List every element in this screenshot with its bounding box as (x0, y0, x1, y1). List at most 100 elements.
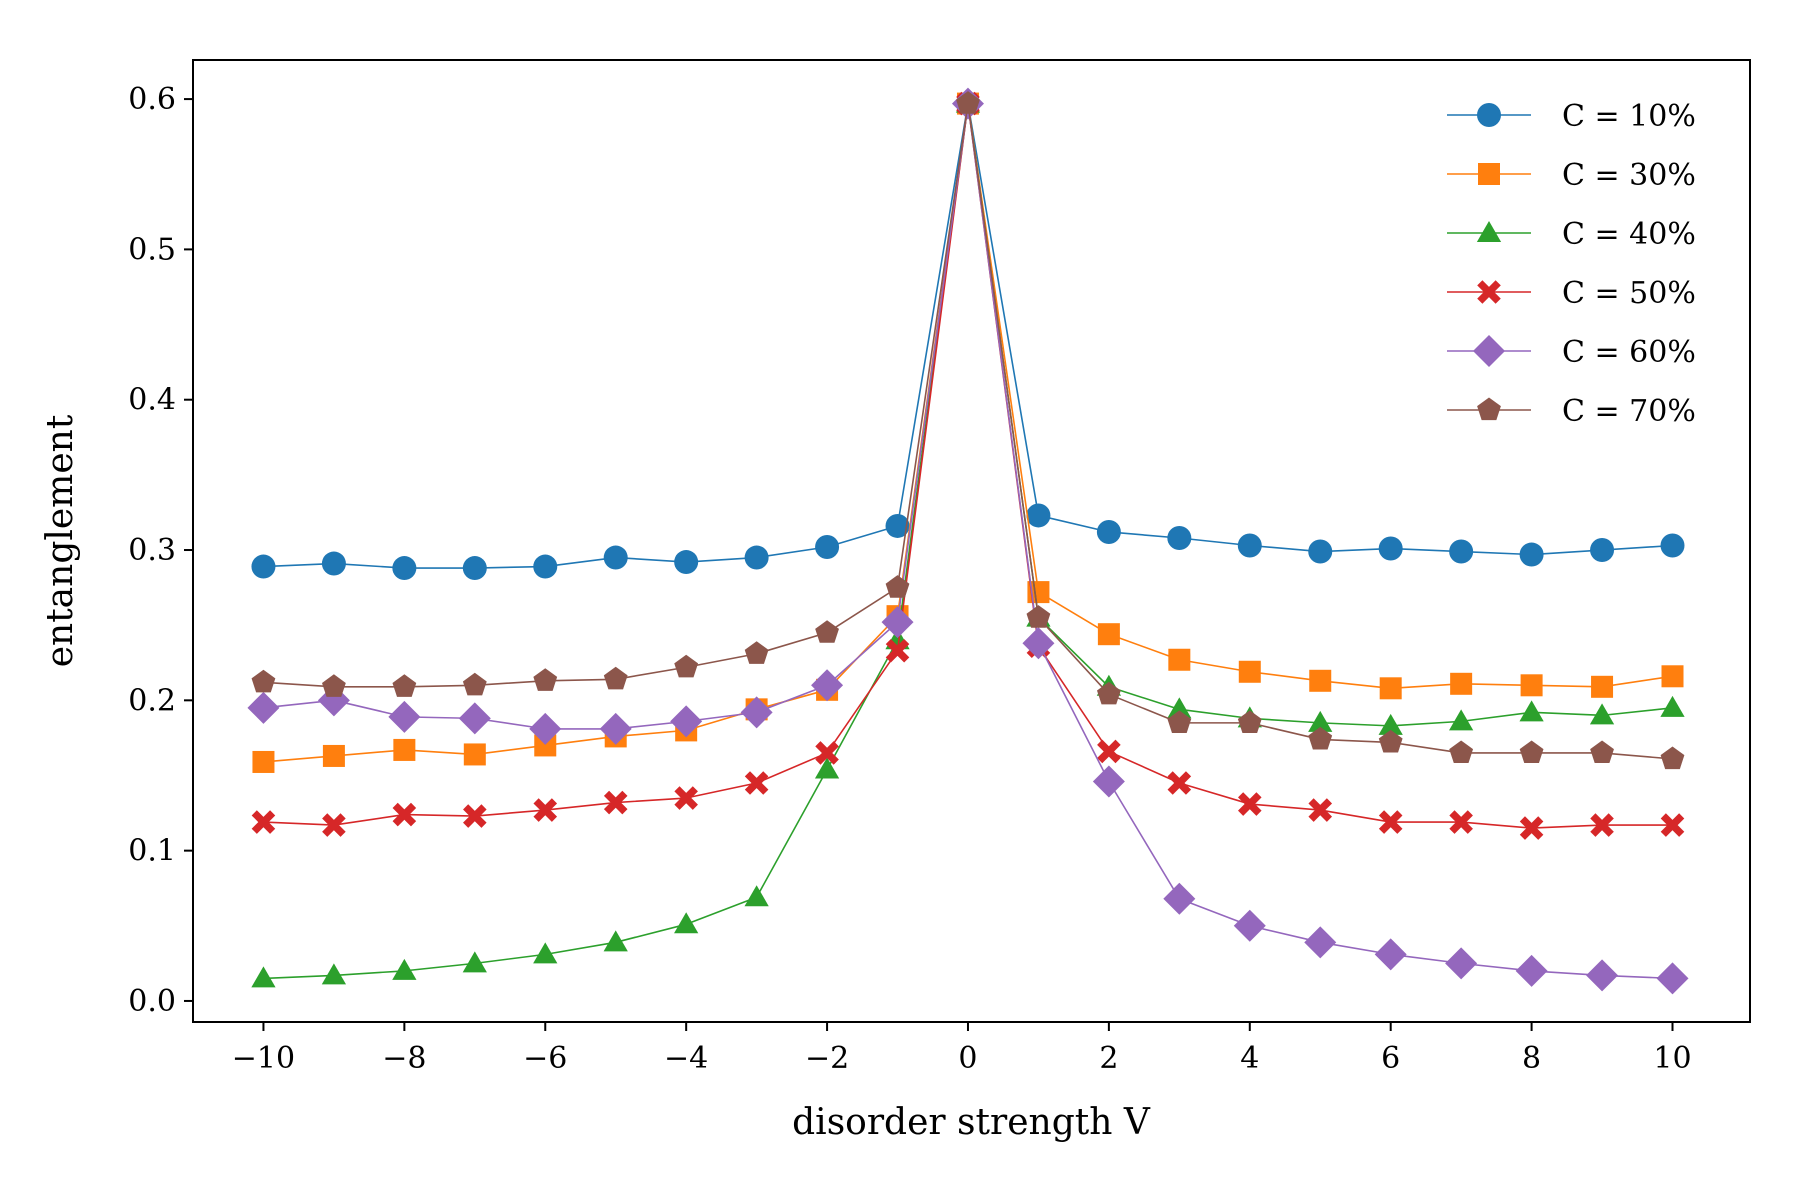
data-point (1660, 813, 1685, 837)
y-tick-label: 0.4 (128, 383, 176, 418)
legend-entry: C = 50% (1447, 276, 1696, 311)
data-point (392, 556, 417, 581)
data-point (1308, 539, 1333, 564)
data-point (1096, 681, 1121, 705)
data-point (885, 575, 910, 598)
data-point (674, 654, 699, 678)
x-tick-label: 10 (1653, 1041, 1691, 1076)
data-point (603, 930, 628, 952)
data-point (533, 798, 558, 822)
data-point (1168, 648, 1191, 671)
data-point (322, 744, 345, 767)
data-point (1591, 675, 1614, 698)
data-point (1515, 954, 1548, 987)
data-point (251, 669, 276, 693)
data-point (815, 535, 840, 560)
data-point (815, 741, 839, 765)
data-point (1097, 739, 1121, 764)
data-point (674, 912, 699, 934)
data-point (1519, 816, 1544, 840)
data-point (1238, 792, 1262, 816)
data-point (251, 554, 276, 579)
data-point (1167, 525, 1192, 550)
legend-marker (1478, 163, 1500, 185)
data-point (814, 757, 840, 779)
data-point (599, 712, 632, 745)
data-point (1167, 771, 1192, 795)
data-point (1378, 713, 1403, 735)
data-point (1449, 740, 1474, 764)
data-point (1096, 519, 1121, 544)
data-point (811, 669, 844, 702)
data-point (388, 700, 421, 733)
data-point (534, 734, 557, 757)
y-axis: 0.0 0.1 0.2 0.3 0.4 0.5 0.6 (128, 82, 193, 1019)
data-point (321, 963, 347, 985)
data-point (1378, 810, 1403, 834)
data-point (740, 696, 773, 729)
x-tick-label: −8 (382, 1041, 426, 1076)
series-line (263, 102, 1673, 763)
y-tick-label: 0.3 (128, 533, 176, 568)
legend-marker (1477, 103, 1501, 127)
data-point (1022, 627, 1055, 660)
y-tick-label: 0.0 (128, 984, 176, 1019)
data-point (1519, 700, 1544, 722)
data-point (881, 606, 914, 639)
data-point (533, 942, 558, 964)
data-point (1097, 623, 1120, 646)
data-point (1519, 740, 1544, 764)
y-tick-label: 0.2 (128, 683, 176, 718)
x-tick-label: −4 (664, 1041, 708, 1076)
data-point (1238, 660, 1261, 683)
legend-marker (1477, 280, 1501, 304)
data-point (533, 554, 558, 579)
data-point (815, 620, 839, 643)
data-point (1167, 697, 1192, 719)
legend-label: C = 40% (1562, 217, 1696, 252)
data-point (1656, 962, 1689, 995)
data-point (1590, 538, 1615, 563)
data-point (1519, 542, 1544, 567)
data-point (1378, 536, 1403, 561)
y-tick-label: 0.6 (128, 82, 176, 117)
data-point (1308, 710, 1333, 732)
data-point (1520, 674, 1543, 697)
data-point (603, 666, 628, 690)
legend-label: C = 60% (1562, 335, 1696, 370)
x-tick-label: 8 (1522, 1041, 1541, 1076)
data-point (744, 641, 769, 664)
data-point (1237, 710, 1262, 733)
series-6 (251, 91, 1685, 770)
data-point (1450, 672, 1473, 695)
x-tick-label: 6 (1381, 1041, 1400, 1076)
data-point (462, 951, 487, 973)
data-point (1660, 746, 1685, 770)
data-point (1445, 947, 1478, 980)
legend-label: C = 70% (1562, 394, 1696, 429)
series-4 (251, 91, 1685, 840)
data-point (1589, 703, 1615, 725)
data-point (1661, 665, 1684, 688)
data-point (1378, 729, 1403, 753)
legend-label: C = 30% (1562, 158, 1696, 193)
data-point (393, 738, 416, 761)
data-point (1449, 539, 1474, 564)
x-tick-label: −6 (523, 1041, 567, 1076)
legend-entry: C = 70% (1447, 394, 1696, 429)
data-point (463, 743, 486, 766)
data-point (744, 771, 769, 795)
series-5 (247, 87, 1689, 995)
data-point (674, 786, 698, 810)
data-point (392, 958, 417, 980)
data-point (1237, 533, 1262, 558)
data-point (885, 638, 910, 663)
x-axis: −10 −8 −6 −4 −2 0 2 4 6 8 10 (232, 1022, 1692, 1076)
data-point (1308, 798, 1333, 822)
data-point (1660, 695, 1685, 717)
legend-entry: C = 60% (1447, 335, 1696, 370)
y-tick-label: 0.5 (128, 232, 176, 267)
data-point (1449, 709, 1474, 731)
data-point (1167, 710, 1192, 733)
